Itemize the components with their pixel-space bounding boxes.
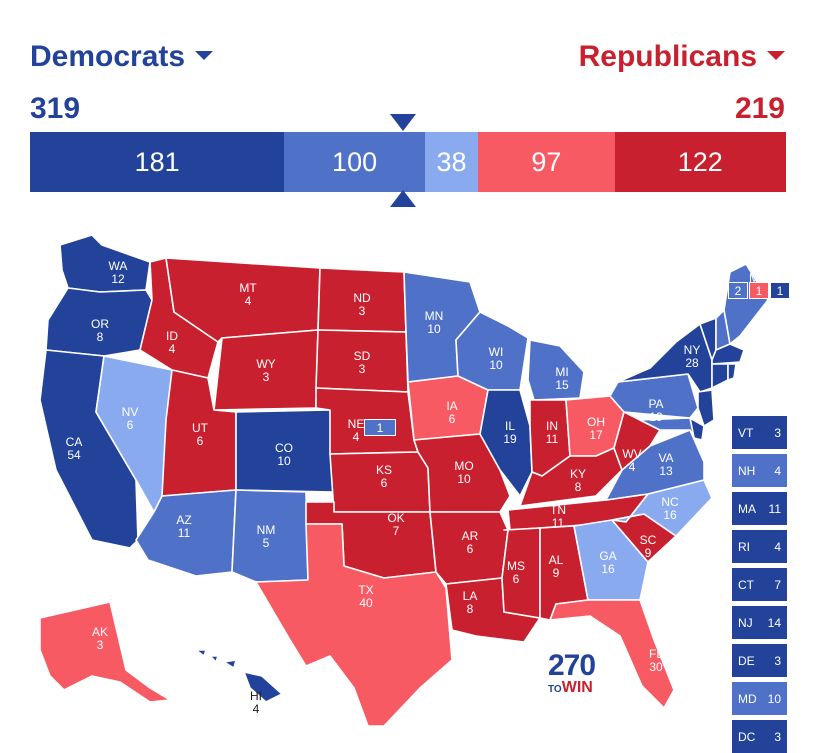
state-ms[interactable] bbox=[501, 527, 541, 619]
state-ak[interactable] bbox=[39, 601, 171, 703]
democrats-electoral-total: 319 bbox=[30, 92, 81, 125]
state-nj[interactable] bbox=[697, 389, 715, 427]
small-state-vt[interactable]: VT 3 bbox=[732, 416, 787, 449]
state-il[interactable] bbox=[479, 389, 533, 497]
small-state-ev: 3 bbox=[774, 425, 781, 440]
maine-district-box[interactable]: 1 bbox=[749, 282, 769, 299]
state-md[interactable] bbox=[639, 417, 695, 439]
state-ct[interactable] bbox=[711, 363, 729, 389]
small-state-ev: 4 bbox=[774, 463, 781, 478]
logo-win: WIN bbox=[561, 679, 593, 696]
state-or[interactable] bbox=[45, 287, 153, 357]
bar-segment-likely-d[interactable]: 100 bbox=[284, 132, 425, 192]
small-state-md[interactable]: MD 10 bbox=[732, 682, 787, 715]
small-state-ev: 3 bbox=[774, 729, 781, 744]
democrats-label: Democrats bbox=[30, 40, 186, 73]
state-ia[interactable] bbox=[407, 375, 489, 441]
state-nd[interactable] bbox=[317, 267, 407, 333]
small-state-ev: 14 bbox=[767, 615, 781, 630]
small-state-abbr: MD bbox=[738, 691, 757, 706]
state-ev-hi: 4 bbox=[253, 702, 260, 716]
democrats-dropdown[interactable]: Democrats bbox=[30, 40, 214, 74]
state-hi[interactable] bbox=[195, 649, 283, 703]
small-state-ct[interactable]: CT 7 bbox=[732, 568, 787, 601]
270-marker-bottom-icon bbox=[390, 190, 416, 207]
small-state-abbr: DC bbox=[738, 729, 756, 744]
small-state-ev: 10 bbox=[767, 691, 781, 706]
bar-segment-likely-r[interactable]: 122 bbox=[614, 132, 786, 192]
bar-segment-safe-d[interactable]: 181 bbox=[30, 132, 285, 192]
state-wy[interactable] bbox=[213, 329, 319, 411]
small-state-abbr: NJ bbox=[738, 615, 753, 630]
electoral-vote-bar: 181 100 38 97 122 bbox=[30, 132, 786, 192]
state-mi[interactable] bbox=[527, 339, 585, 401]
small-state-nj[interactable]: NJ 14 bbox=[732, 606, 787, 639]
small-state-ri[interactable]: RI 4 bbox=[732, 530, 787, 563]
small-state-abbr: NH bbox=[738, 463, 756, 478]
republicans-dropdown[interactable]: Republicans bbox=[579, 40, 785, 74]
state-ar[interactable] bbox=[429, 511, 509, 585]
small-state-ev: 4 bbox=[774, 539, 781, 554]
logo-to: TO bbox=[548, 684, 562, 695]
small-state-ma[interactable]: MA 11 bbox=[732, 492, 787, 525]
state-me[interactable] bbox=[723, 263, 769, 345]
maine-district-boxes: 2 1 1 bbox=[728, 282, 791, 299]
logo-number: 270 bbox=[548, 649, 596, 682]
270-marker-top-icon bbox=[390, 114, 416, 131]
maine-district-box[interactable]: 2 bbox=[728, 282, 748, 299]
small-state-dc[interactable]: DC 3 bbox=[732, 720, 787, 753]
small-state-ev: 3 bbox=[774, 653, 781, 668]
state-nm[interactable] bbox=[231, 489, 309, 583]
small-state-abbr: DE bbox=[738, 653, 755, 668]
republicans-label: Republicans bbox=[578, 40, 757, 73]
small-state-abbr: MA bbox=[738, 501, 756, 516]
maine-district-box[interactable]: 1 bbox=[770, 282, 790, 299]
republicans-electoral-total: 219 bbox=[734, 92, 785, 125]
state-wa[interactable] bbox=[59, 234, 151, 293]
state-wi[interactable] bbox=[455, 311, 529, 391]
small-state-abbr: VT bbox=[738, 425, 754, 440]
small-state-de[interactable]: DE 3 bbox=[732, 644, 787, 677]
state-ks[interactable] bbox=[329, 451, 431, 513]
nebraska-district-box[interactable]: 1 bbox=[364, 419, 396, 436]
small-state-nh[interactable]: NH 4 bbox=[732, 454, 787, 487]
state-va[interactable] bbox=[605, 429, 705, 501]
small-state-ev: 7 bbox=[774, 577, 781, 592]
270towin-logo: 270 TOWIN bbox=[548, 649, 596, 698]
state-co[interactable] bbox=[235, 409, 335, 493]
bar-segment-lean-d[interactable]: 38 bbox=[424, 132, 479, 192]
small-state-abbr: CT bbox=[738, 577, 754, 592]
state-ri[interactable] bbox=[727, 363, 737, 381]
small-state-abbr: RI bbox=[738, 539, 750, 554]
caret-down-icon bbox=[195, 50, 214, 60]
small-state-ev: 11 bbox=[768, 501, 781, 516]
state-fl[interactable] bbox=[549, 599, 675, 709]
state-sd[interactable] bbox=[315, 329, 409, 393]
state-ga[interactable] bbox=[573, 519, 649, 601]
bar-segment-lean-r[interactable]: 97 bbox=[478, 132, 615, 192]
caret-down-icon bbox=[767, 50, 785, 60]
state-tx[interactable] bbox=[255, 523, 453, 727]
